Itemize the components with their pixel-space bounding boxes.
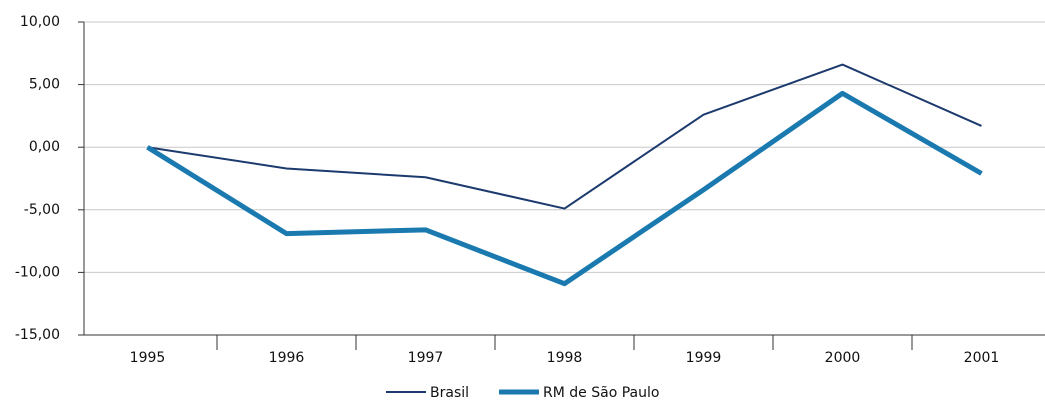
line-series (147, 63, 982, 210)
y-tick-label: -10,00 (15, 264, 60, 280)
x-tick-label: 2000 (825, 350, 861, 366)
y-tick-label: -5,00 (24, 202, 60, 218)
y-tick-label: 10,00 (20, 14, 60, 30)
y-tick-label: 0,00 (29, 139, 60, 155)
line-series (146, 90, 983, 287)
x-tick-label: 2001 (964, 350, 1000, 366)
x-tick-label: 1997 (408, 350, 444, 366)
y-tick-label: 5,00 (29, 77, 60, 93)
x-tick-label: 1996 (269, 350, 305, 366)
legend-label: RM de São Paulo (543, 385, 659, 401)
y-tick-label: -15,00 (15, 327, 60, 343)
x-tick-label: 1995 (130, 350, 166, 366)
legend-label: Brasil (430, 385, 469, 401)
x-tick-label: 1998 (547, 350, 583, 366)
x-tick-label: 1999 (686, 350, 722, 366)
